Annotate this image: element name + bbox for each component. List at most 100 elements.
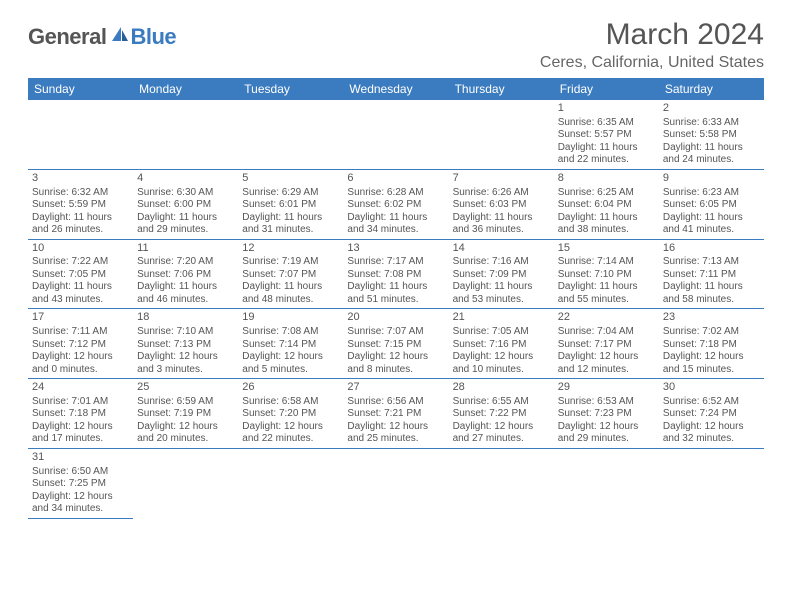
- calendar-cell: 14Sunrise: 7:16 AMSunset: 7:09 PMDayligh…: [449, 239, 554, 309]
- sunset-line: Sunset: 6:03 PM: [453, 199, 550, 212]
- sunrise-line: Sunrise: 7:22 AM: [32, 256, 129, 269]
- sunset-line: Sunset: 7:11 PM: [663, 269, 760, 282]
- day-number: 25: [137, 381, 234, 395]
- daylight-line: Daylight: 11 hours: [242, 281, 339, 294]
- sunrise-line: Sunrise: 7:02 AM: [663, 326, 760, 339]
- sunrise-line: Sunrise: 7:04 AM: [558, 326, 655, 339]
- daylight-line: and 34 minutes.: [347, 224, 444, 237]
- logo: General Blue: [28, 24, 176, 50]
- daylight-line: Daylight: 11 hours: [137, 212, 234, 225]
- day-number: 15: [558, 242, 655, 256]
- daylight-line: and 26 minutes.: [32, 224, 129, 237]
- daylight-line: and 41 minutes.: [663, 224, 760, 237]
- logo-word2: Blue: [130, 24, 176, 50]
- sunrise-line: Sunrise: 6:56 AM: [347, 396, 444, 409]
- sunrise-line: Sunrise: 6:28 AM: [347, 187, 444, 200]
- sunrise-line: Sunrise: 7:01 AM: [32, 396, 129, 409]
- sunrise-line: Sunrise: 6:33 AM: [663, 117, 760, 130]
- daylight-line: and 27 minutes.: [453, 433, 550, 446]
- month-title: March 2024: [540, 18, 764, 52]
- sunrise-line: Sunrise: 6:30 AM: [137, 187, 234, 200]
- weekday-header-row: Sunday Monday Tuesday Wednesday Thursday…: [28, 78, 764, 100]
- calendar-cell: 15Sunrise: 7:14 AMSunset: 7:10 PMDayligh…: [554, 239, 659, 309]
- day-number: 11: [137, 242, 234, 256]
- daylight-line: and 48 minutes.: [242, 294, 339, 307]
- calendar-cell: [238, 448, 343, 518]
- sunrise-line: Sunrise: 7:05 AM: [453, 326, 550, 339]
- sunset-line: Sunset: 6:02 PM: [347, 199, 444, 212]
- day-number: 17: [32, 311, 129, 325]
- daylight-line: and 38 minutes.: [558, 224, 655, 237]
- calendar-cell: [133, 100, 238, 169]
- calendar-cell: 3Sunrise: 6:32 AMSunset: 5:59 PMDaylight…: [28, 169, 133, 239]
- calendar-cell: 6Sunrise: 6:28 AMSunset: 6:02 PMDaylight…: [343, 169, 448, 239]
- daylight-line: Daylight: 11 hours: [453, 212, 550, 225]
- sunrise-line: Sunrise: 7:17 AM: [347, 256, 444, 269]
- calendar-cell: 20Sunrise: 7:07 AMSunset: 7:15 PMDayligh…: [343, 309, 448, 379]
- sunrise-line: Sunrise: 6:26 AM: [453, 187, 550, 200]
- calendar-cell: [343, 100, 448, 169]
- sunset-line: Sunset: 7:06 PM: [137, 269, 234, 282]
- calendar-cell: 11Sunrise: 7:20 AMSunset: 7:06 PMDayligh…: [133, 239, 238, 309]
- sunrise-line: Sunrise: 7:19 AM: [242, 256, 339, 269]
- daylight-line: and 55 minutes.: [558, 294, 655, 307]
- sunset-line: Sunset: 7:10 PM: [558, 269, 655, 282]
- sunset-line: Sunset: 7:13 PM: [137, 339, 234, 352]
- day-number: 18: [137, 311, 234, 325]
- sunrise-line: Sunrise: 7:14 AM: [558, 256, 655, 269]
- calendar-cell: 26Sunrise: 6:58 AMSunset: 7:20 PMDayligh…: [238, 379, 343, 449]
- daylight-line: Daylight: 12 hours: [558, 351, 655, 364]
- daylight-line: Daylight: 11 hours: [663, 212, 760, 225]
- day-number: 22: [558, 311, 655, 325]
- daylight-line: and 46 minutes.: [137, 294, 234, 307]
- sunset-line: Sunset: 7:16 PM: [453, 339, 550, 352]
- sunrise-line: Sunrise: 7:13 AM: [663, 256, 760, 269]
- day-number: 8: [558, 172, 655, 186]
- day-number: 21: [453, 311, 550, 325]
- daylight-line: and 3 minutes.: [137, 364, 234, 377]
- daylight-line: and 51 minutes.: [347, 294, 444, 307]
- daylight-line: Daylight: 11 hours: [242, 212, 339, 225]
- day-number: 3: [32, 172, 129, 186]
- calendar-cell: [133, 448, 238, 518]
- calendar-week-row: 24Sunrise: 7:01 AMSunset: 7:18 PMDayligh…: [28, 379, 764, 449]
- day-number: 16: [663, 242, 760, 256]
- calendar-week-row: 3Sunrise: 6:32 AMSunset: 5:59 PMDaylight…: [28, 169, 764, 239]
- daylight-line: Daylight: 12 hours: [32, 351, 129, 364]
- sunrise-line: Sunrise: 6:35 AM: [558, 117, 655, 130]
- sunset-line: Sunset: 5:59 PM: [32, 199, 129, 212]
- calendar-week-row: 31Sunrise: 6:50 AMSunset: 7:25 PMDayligh…: [28, 448, 764, 518]
- sunset-line: Sunset: 7:24 PM: [663, 408, 760, 421]
- weekday-header: Friday: [554, 78, 659, 100]
- daylight-line: Daylight: 11 hours: [663, 281, 760, 294]
- calendar-cell: 23Sunrise: 7:02 AMSunset: 7:18 PMDayligh…: [659, 309, 764, 379]
- calendar-cell: 28Sunrise: 6:55 AMSunset: 7:22 PMDayligh…: [449, 379, 554, 449]
- weekday-header: Wednesday: [343, 78, 448, 100]
- daylight-line: Daylight: 11 hours: [347, 281, 444, 294]
- calendar-cell: 25Sunrise: 6:59 AMSunset: 7:19 PMDayligh…: [133, 379, 238, 449]
- calendar-cell: 22Sunrise: 7:04 AMSunset: 7:17 PMDayligh…: [554, 309, 659, 379]
- calendar-cell: 1Sunrise: 6:35 AMSunset: 5:57 PMDaylight…: [554, 100, 659, 169]
- sunset-line: Sunset: 7:14 PM: [242, 339, 339, 352]
- calendar-table: Sunday Monday Tuesday Wednesday Thursday…: [28, 78, 764, 519]
- calendar-cell: 19Sunrise: 7:08 AMSunset: 7:14 PMDayligh…: [238, 309, 343, 379]
- calendar-cell: 10Sunrise: 7:22 AMSunset: 7:05 PMDayligh…: [28, 239, 133, 309]
- calendar-cell: 18Sunrise: 7:10 AMSunset: 7:13 PMDayligh…: [133, 309, 238, 379]
- sunrise-line: Sunrise: 7:20 AM: [137, 256, 234, 269]
- calendar-cell: 29Sunrise: 6:53 AMSunset: 7:23 PMDayligh…: [554, 379, 659, 449]
- sunrise-line: Sunrise: 6:52 AM: [663, 396, 760, 409]
- sunset-line: Sunset: 7:07 PM: [242, 269, 339, 282]
- daylight-line: Daylight: 11 hours: [32, 212, 129, 225]
- sunrise-line: Sunrise: 6:55 AM: [453, 396, 550, 409]
- daylight-line: Daylight: 12 hours: [347, 421, 444, 434]
- daylight-line: Daylight: 11 hours: [558, 281, 655, 294]
- sunrise-line: Sunrise: 7:10 AM: [137, 326, 234, 339]
- calendar-cell: 9Sunrise: 6:23 AMSunset: 6:05 PMDaylight…: [659, 169, 764, 239]
- sunset-line: Sunset: 7:12 PM: [32, 339, 129, 352]
- location: Ceres, California, United States: [540, 54, 764, 72]
- calendar-week-row: 10Sunrise: 7:22 AMSunset: 7:05 PMDayligh…: [28, 239, 764, 309]
- sunset-line: Sunset: 7:25 PM: [32, 478, 129, 491]
- calendar-cell: 17Sunrise: 7:11 AMSunset: 7:12 PMDayligh…: [28, 309, 133, 379]
- calendar-cell: 31Sunrise: 6:50 AMSunset: 7:25 PMDayligh…: [28, 448, 133, 518]
- sunset-line: Sunset: 5:58 PM: [663, 129, 760, 142]
